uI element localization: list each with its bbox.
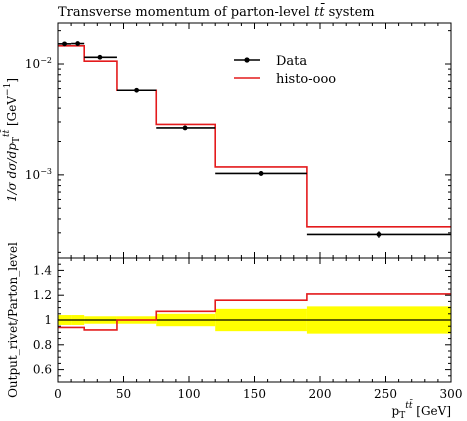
data-marker	[258, 171, 264, 176]
main-y-tick-label: 10−3	[25, 167, 52, 182]
main-panel: 10−2 10−3	[25, 22, 452, 259]
data-marker	[62, 41, 67, 47]
x-tick-label: 150	[243, 387, 266, 401]
main-y-tick-label: 10−2	[25, 56, 52, 71]
data-marker	[97, 54, 103, 60]
x-tick-label: 50	[116, 387, 131, 401]
ratio-y-axis-label: Output_rivet/Parton_level	[6, 242, 20, 398]
ratio-y-tick-label: 1.2	[33, 288, 52, 302]
x-tick-label: 250	[374, 387, 397, 401]
data-marker	[75, 41, 81, 46]
data-point	[71, 41, 85, 46]
legend-mc-label: histo-ooo	[276, 72, 336, 87]
data-point	[306, 231, 451, 238]
legend-entry-mc: histo-ooo	[234, 72, 336, 87]
ratio-panel: 0.6 0.8 1 1.2 1.4 0 50 100 150 200 250 300	[33, 257, 463, 401]
main-plot-frame	[57, 22, 452, 259]
legend-data-label: Data	[276, 54, 307, 69]
ratio-y-tick-label: 0.8	[33, 338, 52, 352]
data-point	[58, 41, 72, 47]
ratio-y-tick-label: 1.4	[33, 263, 52, 277]
ratio-mc-step-line	[58, 293, 451, 331]
legend: Data histo-ooo	[234, 54, 336, 87]
data-marker	[134, 87, 140, 93]
data-point	[156, 125, 216, 131]
mc-step-line	[58, 44, 451, 228]
data-marker	[182, 125, 188, 131]
x-tick-label: 100	[178, 387, 201, 401]
data-point	[215, 171, 307, 176]
data-point	[84, 54, 117, 60]
ratio-y-tick-label: 0.6	[33, 363, 52, 377]
legend-data-marker	[244, 57, 250, 63]
x-tick-label: 0	[54, 387, 62, 401]
x-tick-label: 300	[440, 387, 463, 401]
ratio-y-tick-label: 1	[44, 313, 52, 327]
x-tick-label: 200	[309, 387, 332, 401]
data-marker	[376, 232, 382, 237]
data-point	[116, 87, 157, 93]
legend-entry-data: Data	[234, 54, 307, 69]
main-y-axis-label: 1/σ dσ/dpTtt̄ [GeV−1]	[0, 78, 22, 202]
x-axis-label: pTtt̄ [GeV]	[392, 399, 451, 421]
chart-title: Transverse momentum of parton-level tt̄ …	[58, 3, 375, 20]
